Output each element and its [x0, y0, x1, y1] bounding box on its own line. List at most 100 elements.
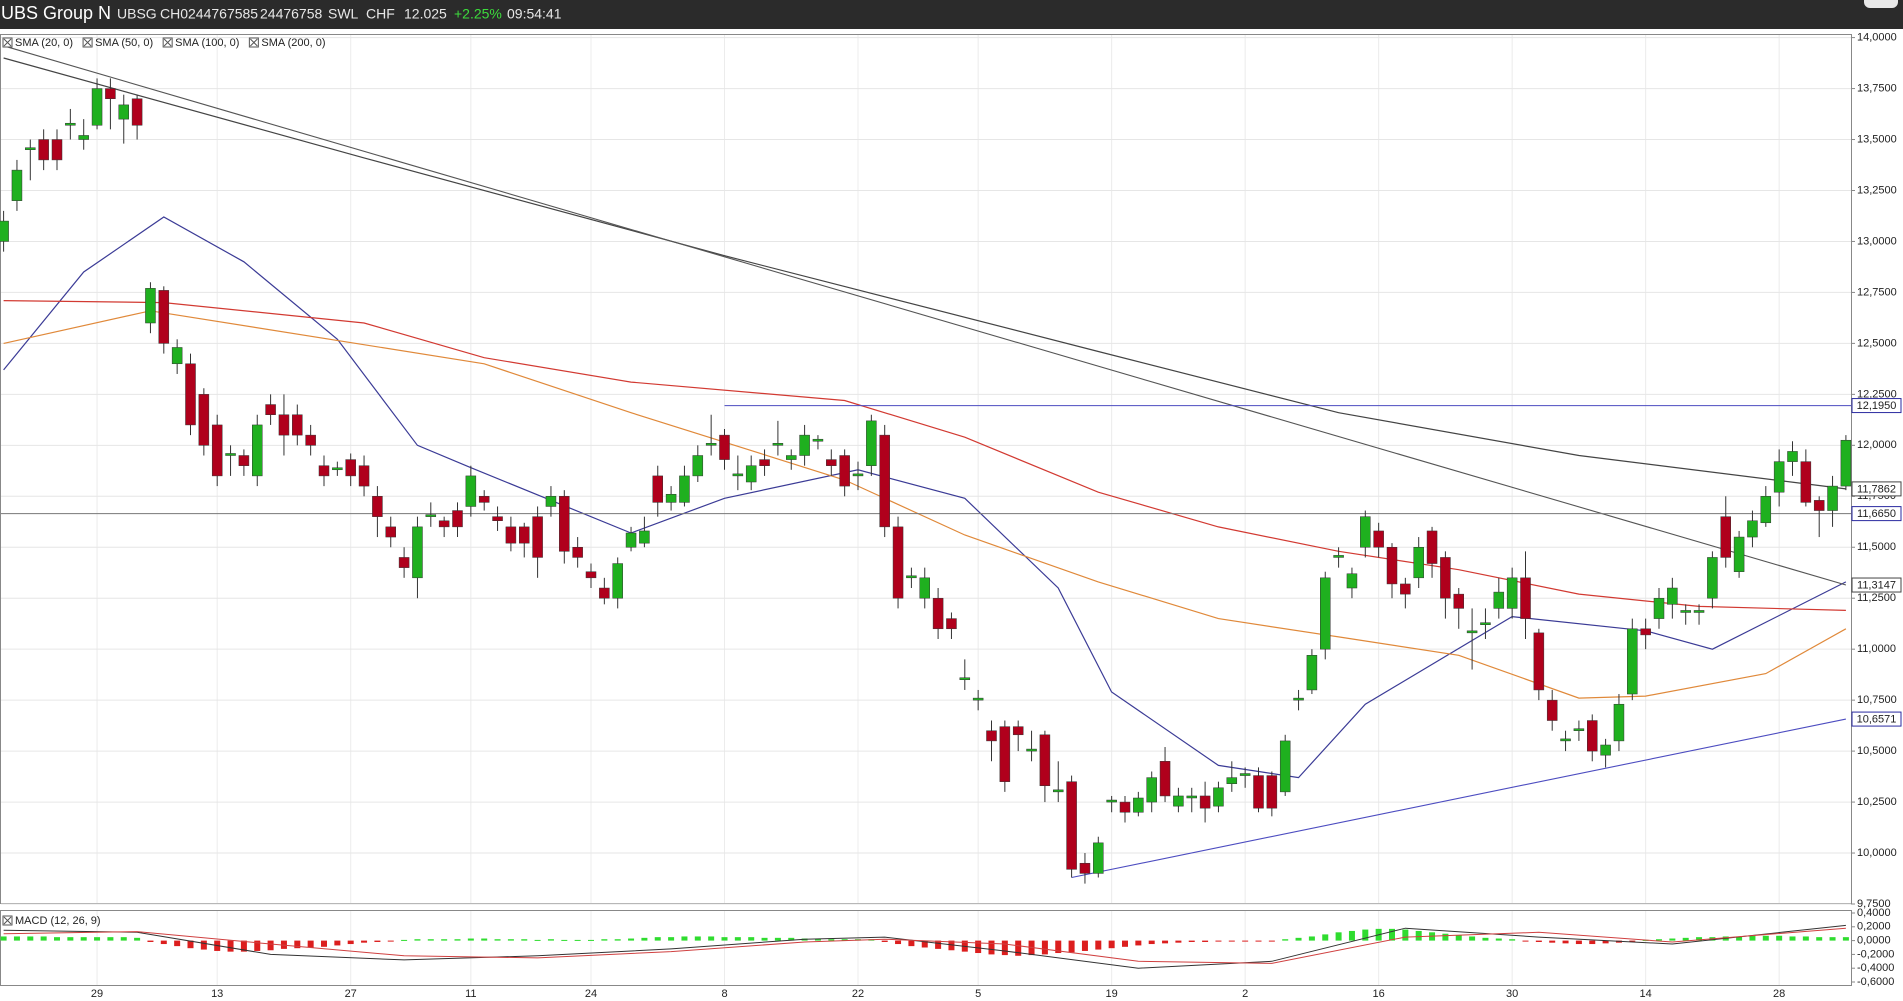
macd-bar: [80, 937, 87, 941]
sma-line: [3, 216, 1847, 779]
macd-bar: [694, 936, 701, 941]
x-tick-label: 8: [721, 988, 727, 1000]
macd-bar: [27, 936, 34, 941]
candle-body: [532, 516, 543, 558]
candle-body: [559, 496, 570, 552]
candle-body: [786, 455, 797, 460]
y-tick-label: 10,0000: [1857, 847, 1897, 859]
price-tag-label: 12,1950: [1857, 400, 1897, 412]
candle-body: [1560, 738, 1571, 742]
macd-bar: [814, 938, 821, 941]
y-tick-label: 0,0000: [1857, 935, 1891, 947]
candle-body: [1333, 555, 1344, 558]
price-tag-label: 11,7862: [1857, 483, 1896, 495]
candle-body: [1386, 546, 1398, 585]
candle-body: [118, 104, 129, 120]
macd-bar: [94, 937, 101, 941]
macd-bar: [254, 940, 261, 951]
legend-icon-x: [3, 916, 12, 925]
macd-bar: [1816, 937, 1823, 941]
candle-body: [1640, 628, 1651, 636]
close-button[interactable]: [1864, 0, 1898, 8]
price-tag-label: 11,3147: [1857, 579, 1896, 591]
candle-body: [171, 347, 183, 365]
macd-bar: [174, 940, 181, 947]
candle-body: [1012, 726, 1024, 736]
candle-body: [1320, 577, 1331, 650]
macd-bar: [681, 936, 688, 941]
macd-bar: [1776, 935, 1783, 941]
candle-body: [639, 530, 650, 544]
macd-bar: [1535, 940, 1542, 942]
change: +2.25%: [454, 6, 502, 22]
isin: CH0244767585: [160, 6, 258, 22]
macd-bar: [534, 939, 541, 941]
macd-bar: [748, 937, 755, 941]
candle-body: [879, 434, 890, 528]
candle-body: [1627, 628, 1638, 695]
candle-body: [372, 496, 383, 517]
x-tick-label: 16: [1373, 988, 1385, 1000]
candle-body: [1573, 728, 1585, 731]
legend-label: SMA (20, 0): [15, 37, 73, 49]
candle-body: [1186, 795, 1197, 799]
x-tick-label: 11: [465, 988, 476, 1000]
candle-body: [759, 459, 770, 466]
macd-bar: [708, 936, 715, 941]
y-tick-label: 12,5000: [1857, 337, 1897, 349]
y-tick-label: 12,0000: [1857, 439, 1897, 451]
macd-bar: [1575, 940, 1582, 945]
trendline: [3, 45, 1847, 586]
candle-body: [826, 459, 837, 466]
candle-body: [906, 575, 917, 579]
macd-bar: [294, 940, 301, 949]
candle-body: [1413, 546, 1424, 579]
y-tick-label: 0,4000: [1857, 907, 1891, 919]
candle-body: [145, 288, 156, 324]
macd-bar: [67, 937, 74, 941]
candle-body: [265, 404, 276, 415]
currency: CHF: [366, 6, 395, 22]
x-tick-label: 24: [585, 988, 597, 1000]
macd-bar: [1656, 939, 1662, 941]
x-tick-label: 30: [1506, 988, 1518, 1000]
macd-bar: [1068, 940, 1075, 953]
y-tick-label: 12,7500: [1857, 286, 1897, 298]
macd-bar: [1081, 940, 1088, 951]
candle-body: [612, 563, 623, 599]
macd-bar: [54, 937, 60, 941]
x-tick-label: 22: [852, 988, 864, 1000]
candle-body: [0, 220, 9, 242]
candle-body: [1426, 530, 1438, 564]
candle-body: [38, 139, 49, 161]
y-tick-label: 13,7500: [1857, 82, 1897, 94]
candle-body: [1053, 789, 1064, 793]
y-tick-label: 10,2500: [1857, 796, 1897, 808]
candle-body: [652, 475, 663, 503]
candle-body: [1546, 699, 1558, 721]
candle-body: [692, 455, 704, 477]
macd-frame: [0, 910, 1852, 986]
candle-body: [1600, 744, 1611, 756]
macd-bar: [1789, 936, 1796, 941]
candle-body: [452, 510, 463, 528]
candle-body: [1106, 799, 1117, 803]
macd-bar: [507, 939, 514, 941]
candle-body: [105, 88, 116, 100]
candle-body: [1693, 610, 1705, 613]
candle-body: [465, 475, 477, 507]
candle-body: [852, 473, 864, 477]
x-tick-label: 27: [345, 988, 357, 1000]
candle-body: [1480, 622, 1491, 625]
candle-body: [238, 455, 250, 466]
macd-bar: [975, 940, 982, 954]
macd-bar: [1562, 940, 1569, 944]
macd-bar: [774, 937, 781, 941]
candle-body: [1493, 591, 1505, 609]
macd-bar: [0, 936, 7, 941]
macd-bar: [147, 940, 154, 942]
macd-bar: [1268, 940, 1275, 942]
macd-bar: [988, 940, 995, 955]
macd-bar: [841, 939, 848, 941]
